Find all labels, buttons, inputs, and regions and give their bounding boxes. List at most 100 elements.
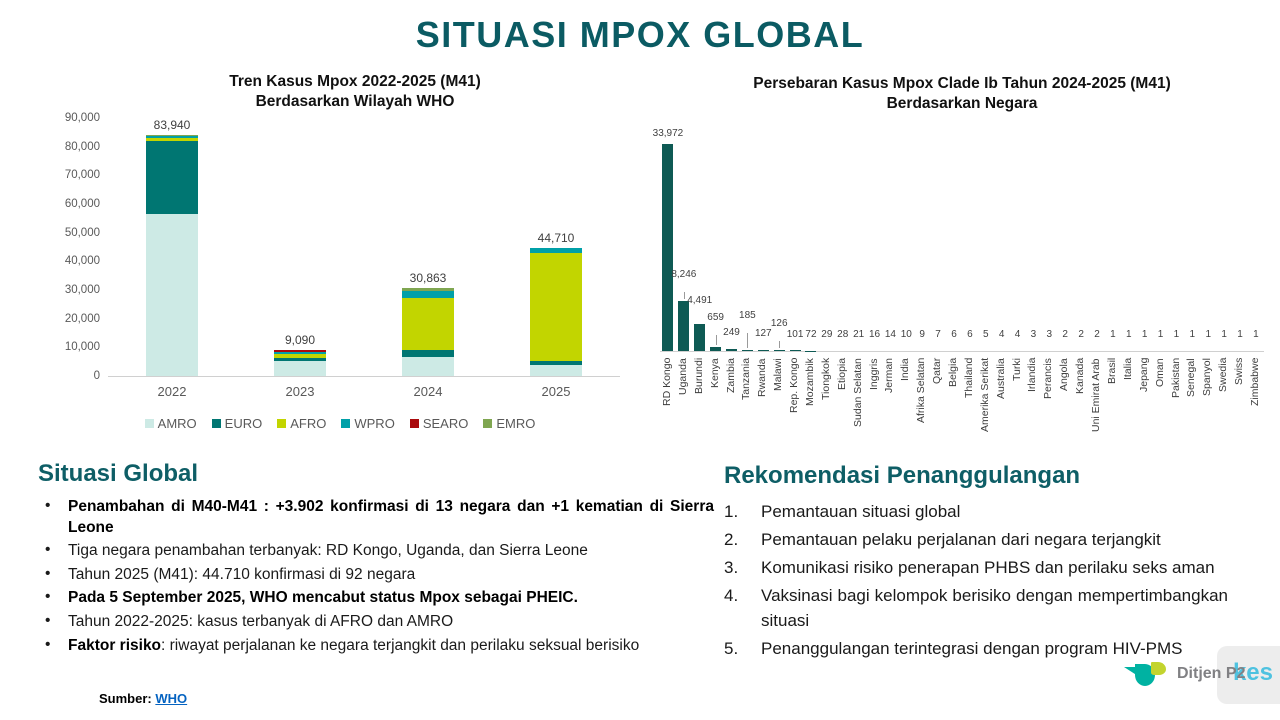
bar-segment-amro (402, 357, 454, 376)
country-axis-label: Rwanda (756, 358, 769, 397)
country-value-label: 29 (821, 329, 833, 340)
country-axis-label: Turki (1010, 358, 1023, 381)
x-tick-label: 2022 (157, 384, 187, 399)
bullet-icon: • (45, 497, 51, 514)
legend-label: AMRO (157, 416, 197, 431)
country-axis-label: Kenya (708, 358, 721, 388)
bar-segment-euro (530, 360, 582, 366)
country-bar-slot: 4 (1010, 74, 1026, 351)
country-axis-label: Australia (994, 358, 1007, 399)
kemkes-logo-text: kes (1232, 659, 1273, 686)
legend-swatch-icon (277, 419, 287, 428)
left-plot-area: 83,940 9,090 30,863 44,710 (108, 118, 620, 377)
country-value-label: 1 (1189, 329, 1196, 340)
bullet-icon: • (45, 588, 51, 606)
country-axis-label: Tiongkok (819, 358, 832, 401)
country-bar (662, 144, 674, 351)
country-value-label: 21 (853, 329, 865, 340)
country-axis-label: RD Kongo (661, 358, 673, 407)
country-axis-label: Qatar (931, 358, 944, 385)
situasi-bullet-item: • Penambahan di M40-M41 : +3.902 konfirma… (38, 497, 714, 538)
country-bar (678, 300, 690, 351)
stacked-bar-slot: 30,863 (364, 119, 492, 376)
country-value-label: 6 (967, 329, 973, 340)
country-value-label: 4,491 (687, 295, 713, 306)
page-title: SITUASI MPOX GLOBAL (415, 14, 865, 55)
country-value-label: 10 (900, 329, 912, 340)
bar-segment-searo (274, 349, 326, 352)
left-y-axis: 90,000 80,000 70,000 60,000 50,000 40,000 30,0… (40, 112, 100, 382)
right-country-labels: RD Kongo Uganda Burundi Kenya Zambia Tanzania… (660, 354, 1264, 468)
country-value-label: 4 (1014, 329, 1021, 340)
situasi-bullet-item: • Tiga negara penambahan terbanyak: RD Ko… (38, 541, 714, 562)
legend-label: SEARO (422, 416, 469, 431)
y-tick-label: 20,000 (64, 312, 100, 325)
country-value-label: 14 (884, 329, 896, 340)
country-bar-slot: 659 (707, 74, 724, 351)
rekomendasi-item: 1. Pemantauan situasi global (724, 500, 1228, 524)
bar-total-label: 9,090 (284, 332, 316, 347)
country-bar-slot: 1 (1216, 74, 1232, 351)
rekomendasi-item: 5. Penanggulangan terintegrasi dengan pro… (724, 637, 1228, 661)
bar-segment-amro (274, 360, 326, 376)
country-value-label: 1 (1205, 329, 1211, 340)
chart-tren-kasus-mpox: Tren Kasus Mpox 2022-2025 (M41) Berdasar… (40, 72, 640, 444)
country-value-label: 1 (1141, 329, 1148, 340)
source-note: Sumber: WHO (99, 691, 187, 706)
section-rekomendasi: Rekomendasi Penanggulangan 1. Pemantauan … (724, 462, 1228, 665)
country-bar-slot: 33,972 (653, 74, 683, 351)
country-bar-slot: 4,491 (687, 74, 712, 351)
rekomendasi-list: 1. Pemantauan situasi global 2. Pemantauan … (724, 500, 1228, 661)
x-tick-label: 2023 (285, 384, 315, 399)
country-axis-label: Burundi (692, 358, 705, 395)
bar-total-label: 30,863 (409, 270, 447, 285)
bullet-icon: • (45, 635, 51, 653)
country-bar-slot: 4 (994, 74, 1010, 351)
bar-total-label: 44,710 (537, 230, 575, 245)
rekomendasi-item: 2. Pemantauan pelaku perjalanan dari nega… (724, 528, 1228, 552)
bar-segment-euro (274, 358, 326, 361)
section-situasi-global: Situasi Global • Penambahan di M40-M41 : … (38, 460, 714, 659)
country-value-label: 3 (1030, 329, 1037, 340)
bar-segment-afro (274, 354, 326, 359)
country-axis-label: Uni Emirat Arab (1090, 358, 1103, 432)
country-axis-label: Malawi (772, 358, 785, 391)
country-axis-label: Zambia (724, 358, 737, 394)
y-tick-label: 10,000 (64, 341, 100, 354)
country-axis-label: Italia (1121, 358, 1134, 381)
country-value-label: 16 (868, 329, 881, 340)
bar-segment-afro (402, 298, 454, 351)
country-axis-label: Afrika Selatan (915, 358, 928, 424)
situasi-global-bullet-list: • Penambahan di M40-M41 : +3.902 konfirma… (38, 497, 714, 656)
country-value-label: 249 (723, 327, 740, 338)
rekomendasi-item-number: 3. (724, 558, 739, 578)
bar-total-label: 83,940 (153, 118, 191, 133)
legend-item-euro: EURO (211, 416, 262, 431)
legend-item-searo: SEARO (409, 416, 469, 431)
country-bar-slot: 6 (962, 74, 978, 351)
country-bar-slot: 1 (1153, 74, 1169, 351)
who-source-link[interactable]: WHO (155, 691, 188, 706)
situasi-global-heading: Situasi Global (38, 460, 199, 487)
country-bar-slot: 126 (771, 74, 788, 351)
bar-segment-afro (146, 137, 198, 141)
situasi-bullet-item: • Tahun 2022-2025: kasus terbanyak di AFR… (38, 612, 714, 633)
stacked-bar-slot: 9,090 (236, 119, 364, 376)
country-bar-slot: 2 (1073, 74, 1089, 351)
stacked-bar-2022 (146, 135, 198, 376)
bullet-icon: • (45, 612, 51, 630)
country-bar-slot: 1 (1184, 74, 1200, 351)
right-chart-title-line2: Berdasarkan Negara (886, 95, 1038, 112)
rekomendasi-item-text: Penanggulangan terintegrasi dengan progr… (761, 638, 1183, 658)
y-tick-label: 30,000 (64, 284, 100, 296)
bar-segment-emro (402, 287, 454, 291)
rekomendasi-item-number: 5. (724, 638, 739, 658)
y-tick-label: 60,000 (64, 198, 100, 210)
country-bar (694, 323, 706, 351)
country-bar-slot: 1 (1121, 74, 1137, 351)
legend-item-afro: AFRO (277, 416, 326, 431)
country-value-label: 1 (1221, 329, 1227, 340)
country-axis-label: Uganda (676, 358, 689, 395)
country-bar-slot: 1 (1248, 74, 1264, 351)
